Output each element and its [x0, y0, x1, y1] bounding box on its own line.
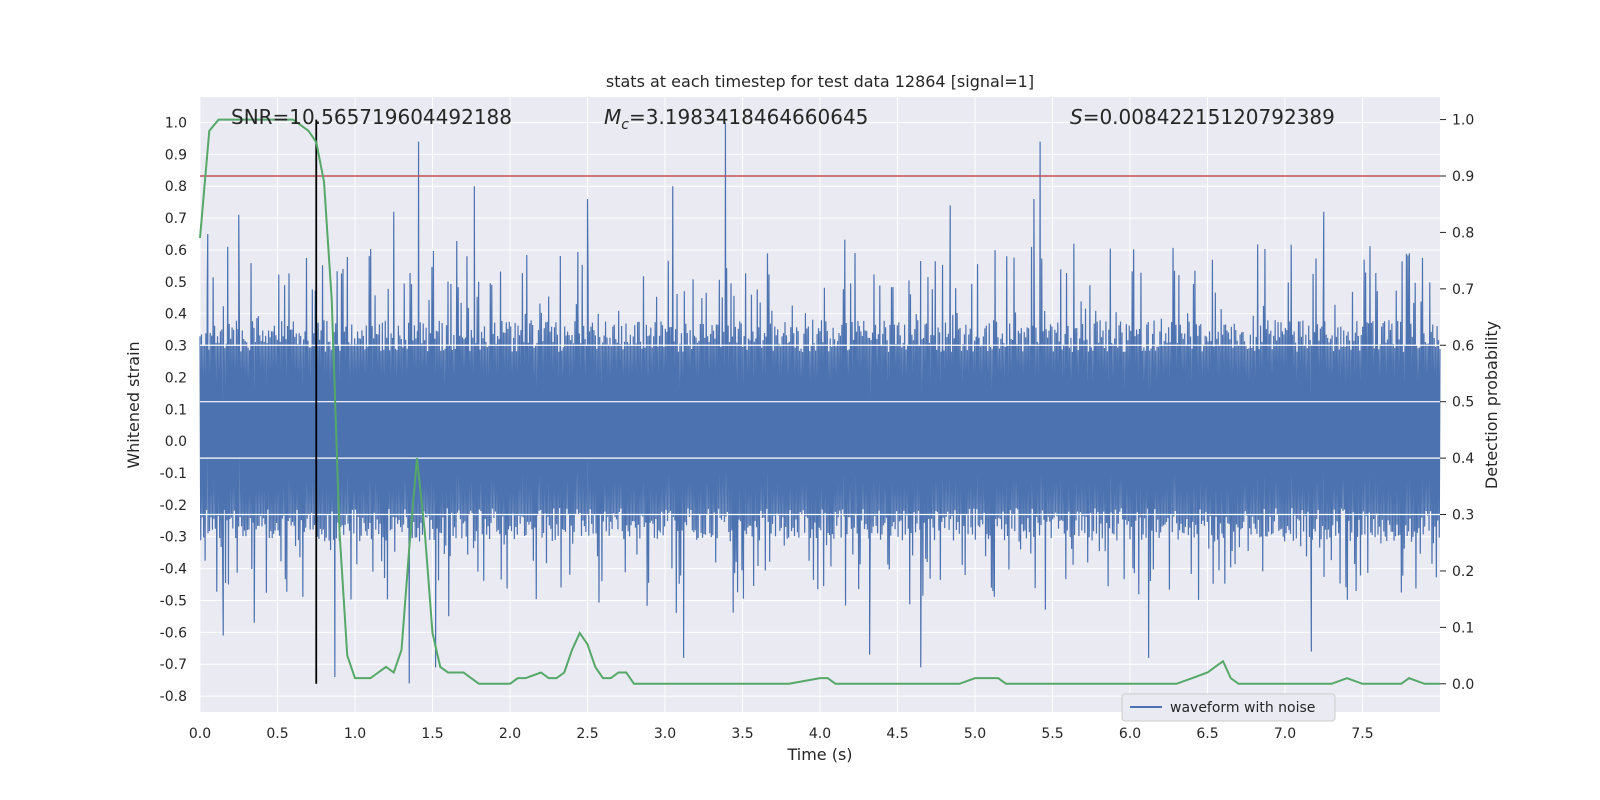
x-tick-label: 7.0	[1274, 726, 1296, 742]
y2-tick-label: 0.0	[1452, 677, 1474, 693]
y-tick-label: -0.7	[160, 657, 187, 673]
waveform-series	[199, 122, 1441, 684]
x-tick-label: 2.0	[499, 726, 521, 742]
legend: waveform with noise	[1121, 693, 1336, 722]
waveform-line	[199, 122, 1441, 684]
y-axis-label: Whitened strain	[124, 341, 143, 468]
y-tick-label: -0.6	[160, 625, 187, 641]
x-tick-label: 5.5	[1041, 726, 1063, 742]
x-tick-label: 7.5	[1351, 726, 1373, 742]
y2-tick-label: 0.9	[1452, 169, 1474, 185]
y-tick-label: 1.0	[165, 115, 187, 131]
x-tick-label: 5.0	[964, 726, 986, 742]
chirp-mass-value: =3.1983418464660645	[629, 105, 868, 129]
y2-tick-label: 1.0	[1452, 113, 1474, 129]
s-symbol: S	[1070, 105, 1083, 129]
x-tick-label: 0.5	[266, 726, 288, 742]
x-axis-label: Time (s)	[786, 745, 852, 764]
snr-annotation: SNR=10.565719604492188	[231, 105, 512, 129]
y2-tick-label: 0.4	[1452, 451, 1474, 467]
y-tick-label: 0.3	[165, 339, 187, 355]
legend-box	[1121, 693, 1336, 722]
y-axis-right: 0.0 0.1 0.2 0.3 0.4 0.5 0.6 0.7 0.8 0.9 1.0	[1440, 113, 1474, 693]
chirp-mass-symbol: M	[604, 105, 621, 129]
x-tick-label: 4.5	[886, 726, 908, 742]
x-tick-label: 2.5	[576, 726, 598, 742]
y-tick-label: 0.1	[165, 402, 187, 418]
x-tick-label: 3.5	[731, 726, 753, 742]
y2-tick-label: 0.1	[1452, 620, 1474, 636]
y-tick-label: 0.2	[165, 370, 187, 386]
y-tick-label: -0.3	[160, 530, 187, 546]
x-axis: 0.0 0.5 1.0 1.5 2.0 2.5 3.0 3.5 4.0 4.5 5.0 5.5 6.0 6…	[189, 726, 1374, 742]
probability-line	[199, 118, 1440, 685]
y-tick-label: 0.0	[165, 434, 187, 450]
x-tick-label: 1.5	[421, 726, 443, 742]
y-tick-label: 0.7	[165, 211, 187, 227]
chart-title: stats at each timestep for test data 128…	[606, 72, 1034, 91]
y-tick-label: -0.2	[160, 498, 187, 514]
y2-tick-label: 0.8	[1452, 225, 1474, 241]
s-annotation: S=0.0084221512079238­9	[1070, 105, 1335, 129]
y2-tick-label: 0.2	[1452, 564, 1474, 580]
chirp-mass-annotation: Mc=3.1983418464660645	[604, 105, 868, 133]
y2-tick-label: 0.7	[1452, 282, 1474, 298]
y-tick-label: 0.6	[165, 243, 187, 259]
x-tick-label: 6.0	[1119, 726, 1141, 742]
y2-axis-label: Detection probability	[1482, 321, 1501, 489]
legend-label-waveform: waveform with noise	[1170, 700, 1315, 716]
y-tick-label: 0.9	[165, 147, 187, 163]
x-tick-label: 1.0	[344, 726, 366, 742]
y-tick-label: 0.8	[165, 179, 187, 195]
y-tick-label: -0.1	[160, 466, 187, 482]
x-tick-label: 0.0	[189, 726, 211, 742]
x-tick-label: 4.0	[809, 726, 831, 742]
y-tick-label: -0.4	[160, 562, 187, 578]
y-tick-label: 0.4	[165, 307, 187, 323]
y2-tick-label: 0.5	[1452, 395, 1474, 411]
y2-tick-label: 0.3	[1452, 508, 1474, 524]
y-axis-left: -0.8 -0.7 -0.6 -0.5 -0.4 -0.3 -0.2 -0.1 0.0 0.1 0.…	[160, 115, 187, 705]
y2-tick-label: 0.6	[1452, 338, 1474, 354]
x-tick-label: 3.0	[654, 726, 676, 742]
s-value: =0.0084221512079238­9	[1083, 105, 1335, 129]
y-tick-label: -0.8	[160, 689, 187, 705]
chirp-mass-subscript: c	[621, 117, 629, 133]
y-tick-label: -0.5	[160, 593, 187, 609]
overlay-layer	[199, 118, 1440, 685]
x-tick-label: 6.5	[1196, 726, 1218, 742]
y-tick-label: 0.5	[165, 275, 187, 291]
